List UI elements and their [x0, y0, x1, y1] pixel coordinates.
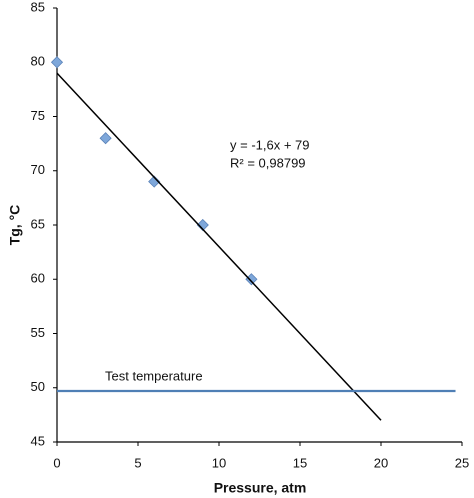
trend-line — [56, 72, 382, 421]
y-tick-label: 65 — [31, 216, 45, 231]
y-tick-label: 45 — [31, 433, 45, 448]
y-tick-label: 85 — [31, 0, 45, 14]
y-tick-label: 60 — [31, 271, 45, 286]
y-tick-label: 80 — [31, 54, 45, 69]
x-tick-label: 0 — [53, 455, 60, 470]
x-tick-label: 5 — [134, 455, 141, 470]
y-tick-label: 55 — [31, 325, 45, 340]
x-tick-label: 15 — [293, 455, 307, 470]
data-point — [196, 218, 209, 232]
x-tick-label: 25 — [455, 455, 469, 470]
data-point — [245, 273, 258, 286]
y-tick-label: 70 — [31, 162, 45, 177]
y-tick-label: 50 — [31, 379, 45, 394]
data-point — [99, 132, 112, 145]
x-tick-label: 10 — [212, 455, 226, 470]
data-point — [50, 56, 64, 69]
line-label: Test temperature — [105, 368, 203, 383]
y-tick-label: 75 — [31, 108, 45, 123]
trend-r-squared: R² = 0,98799 — [230, 155, 306, 170]
x-tick-label: 20 — [374, 455, 388, 470]
x-axis-title: Pressure, atm — [214, 480, 307, 496]
data-point — [148, 175, 161, 188]
trend-equation: y = -1,6x + 79 — [230, 137, 310, 152]
y-axis-title: Tg, °C — [7, 205, 23, 246]
